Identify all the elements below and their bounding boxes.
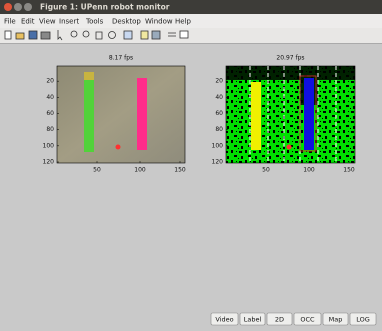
button[interactable]: Video (211, 313, 238, 325)
datacursor-icon[interactable] (124, 31, 132, 39)
y-tick-label: 120 (43, 159, 55, 166)
x-tick-label: 100 (134, 167, 146, 174)
button-label[interactable]: Map (329, 316, 343, 324)
axes-title: 8.17 fps (109, 55, 133, 62)
print-icon[interactable] (41, 32, 50, 39)
y-tick-label: 80 (46, 126, 54, 133)
button[interactable]: LOG (350, 313, 376, 325)
legend-icon[interactable] (152, 31, 160, 39)
ball (287, 145, 292, 150)
menu-item[interactable]: Edit (21, 18, 35, 26)
menu-item[interactable]: File (4, 18, 16, 26)
button-label[interactable]: 2D (275, 316, 284, 324)
y-tick-label: 100 (43, 142, 55, 149)
y-tick-label: 40 (46, 94, 54, 101)
axes-title: 20.97 fps (276, 55, 304, 62)
x-tick-label: 150 (343, 167, 355, 174)
button-label[interactable]: OCC (300, 316, 315, 324)
y-tick-label: 100 (212, 142, 224, 149)
figure-background (0, 0, 382, 331)
window: Figure 1: UPenn robot monitor File Edit Vi… (0, 0, 382, 331)
y-tick-label: 60 (46, 110, 54, 117)
menu-item[interactable]: Desktop (112, 18, 141, 26)
button[interactable]: Map (323, 313, 348, 325)
menu-bar (0, 14, 382, 28)
toolbar (0, 28, 382, 43)
y-tick-label: 120 (212, 159, 224, 166)
window-title: Figure 1: UPenn robot monitor (40, 3, 170, 12)
x-tick-label: 50 (262, 167, 270, 174)
button[interactable]: 2D (267, 313, 292, 325)
menu-item[interactable]: Window (145, 18, 173, 26)
button-label[interactable]: LOG (356, 316, 370, 324)
x-tick-label: 150 (174, 167, 186, 174)
menu-item[interactable]: Help (175, 18, 192, 26)
new-icon[interactable] (5, 31, 11, 39)
colorbar-icon[interactable] (141, 31, 148, 39)
yellow-post (251, 82, 261, 150)
y-tick-label: 60 (215, 110, 223, 117)
button[interactable]: Label (240, 313, 265, 325)
green-post (84, 80, 94, 152)
y-tick-label: 80 (215, 126, 223, 133)
button[interactable]: OCC (294, 313, 321, 325)
blue-post (304, 78, 314, 150)
close-button[interactable] (4, 3, 12, 11)
x-tick-label: 100 (303, 167, 315, 174)
label-image (226, 66, 355, 163)
post-top (84, 72, 94, 80)
menu-item[interactable]: Insert (59, 18, 79, 26)
pink-post (137, 78, 147, 150)
button-label[interactable]: Video (215, 316, 233, 324)
menu-item[interactable]: View (39, 18, 56, 26)
minimize-button[interactable] (14, 3, 22, 11)
y-tick-label: 20 (46, 78, 54, 85)
y-tick-label: 40 (215, 94, 223, 101)
button-label[interactable]: Label (244, 316, 262, 324)
x-tick-label: 50 (93, 167, 101, 174)
show-plot-tools-icon[interactable] (180, 31, 188, 38)
save-icon[interactable] (29, 31, 37, 39)
menu-item[interactable]: Tools (85, 18, 104, 26)
y-tick-label: 20 (215, 78, 223, 85)
ball (116, 145, 121, 150)
maximize-button[interactable] (24, 3, 32, 11)
camera-image (57, 66, 185, 163)
open-icon[interactable] (16, 33, 24, 39)
